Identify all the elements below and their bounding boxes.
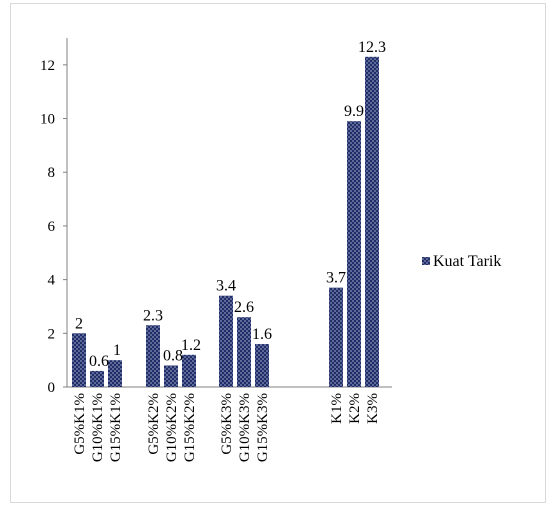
bar-G5%K2%: [146, 325, 160, 387]
category-label: K2%: [347, 393, 363, 424]
category-label: G5%K1%: [72, 393, 88, 455]
category-label: G10%K2%: [164, 393, 180, 462]
bar-G15%K2%: [182, 354, 196, 387]
bar-K3%: [365, 56, 379, 388]
category-label: G5%K2%: [146, 393, 162, 455]
data-label: 0.6: [89, 353, 109, 370]
category-label: G10%K3%: [237, 393, 253, 462]
data-label: 9.9: [344, 103, 364, 120]
y-tick-label: 2: [48, 326, 56, 342]
data-label: 12.3: [358, 39, 386, 56]
y-tick-label: 8: [48, 165, 56, 181]
chart-frame: [10, 3, 546, 503]
bar-G15%K1%: [108, 360, 122, 387]
y-tick-label: 4: [48, 273, 56, 289]
category-label: G5%K3%: [219, 393, 235, 455]
category-label: K1%: [329, 393, 345, 424]
y-tick-label: 6: [48, 219, 56, 235]
data-label: 2: [75, 315, 83, 332]
bar-G15%K3%: [255, 344, 269, 387]
bar-G10%K3%: [237, 317, 251, 387]
data-label: 2.6: [234, 299, 254, 316]
y-tick-label: 0: [48, 380, 56, 396]
y-tick-label: 10: [40, 112, 55, 128]
data-label: 1.6: [252, 326, 272, 343]
legend-swatch: [422, 257, 430, 265]
category-label: G15%K2%: [182, 393, 198, 462]
bar-G5%K1%: [72, 333, 86, 387]
data-label: 3.7: [326, 270, 346, 287]
bar-G10%K2%: [164, 365, 178, 387]
bar-K2%: [347, 121, 361, 387]
bar-G5%K3%: [219, 295, 233, 387]
legend-label: Kuat Tarik: [433, 253, 501, 270]
data-label: 1.2: [181, 337, 201, 354]
category-label: G15%K3%: [255, 393, 271, 462]
y-tick-label: 12: [40, 58, 55, 74]
data-label: 3.4: [216, 278, 236, 295]
category-label: G10%K1%: [90, 393, 106, 462]
category-label: K3%: [365, 393, 381, 424]
data-label: 1: [113, 342, 121, 359]
bar-K1%: [329, 287, 343, 387]
bar-G10%K1%: [90, 370, 104, 387]
category-label: G15%K1%: [108, 393, 124, 462]
data-label: 0.8: [163, 348, 183, 365]
data-label: 2.3: [143, 307, 163, 324]
